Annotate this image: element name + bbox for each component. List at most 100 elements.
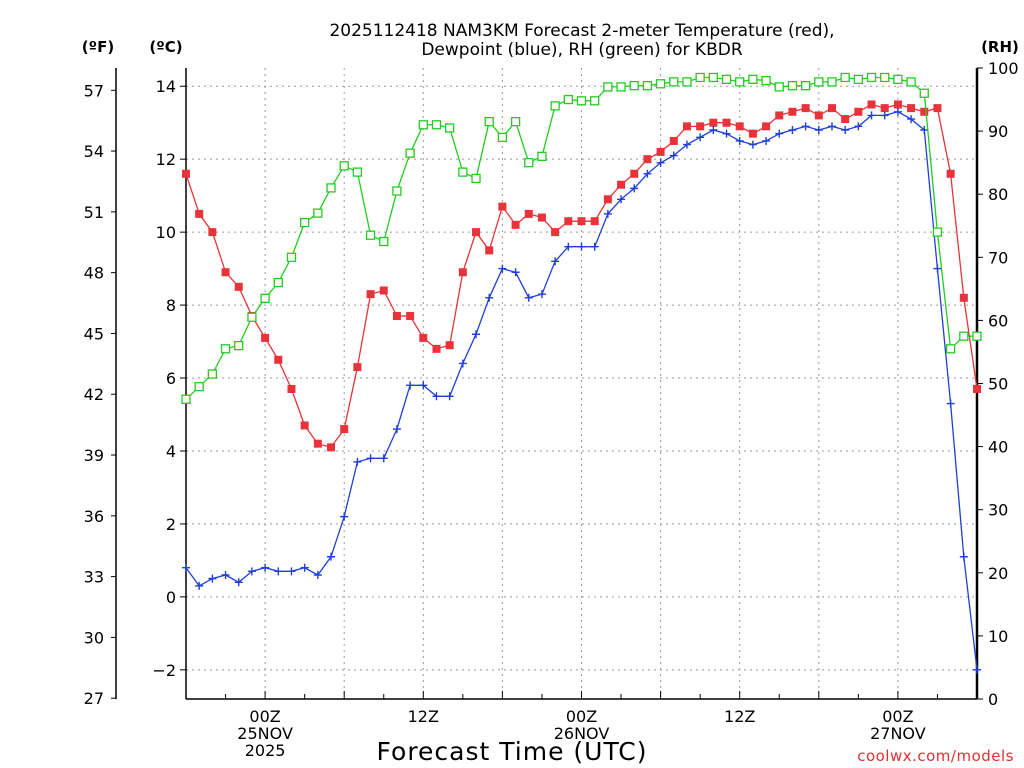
dewpoint-point bbox=[841, 126, 850, 135]
temperature-point bbox=[933, 104, 942, 113]
dewpoint-point bbox=[327, 552, 336, 561]
temperature-point bbox=[617, 180, 626, 189]
celsius-tick-label: 2 bbox=[166, 515, 176, 534]
time-tick-label: 00Z bbox=[249, 707, 280, 726]
celsius-tick-label: 10 bbox=[156, 223, 176, 242]
rh-tick-label: 100 bbox=[988, 59, 1019, 78]
rh-point bbox=[550, 101, 560, 111]
dewpoint-point bbox=[933, 264, 942, 273]
dewpoint-point bbox=[445, 392, 454, 401]
rh-point bbox=[959, 331, 969, 341]
time-tick-label: 26NOV bbox=[554, 724, 610, 743]
temperature-point bbox=[195, 209, 204, 218]
dewpoint-point bbox=[300, 563, 309, 572]
rh-point bbox=[972, 331, 982, 341]
temperature-point bbox=[603, 195, 612, 204]
fahrenheit-tick-label: 48 bbox=[84, 264, 104, 283]
temperature-point bbox=[656, 147, 665, 156]
dewpoint-point bbox=[274, 567, 283, 576]
dewpoint-point bbox=[511, 268, 520, 277]
x-axis-label: Forecast Time (UTC) bbox=[377, 737, 648, 766]
dewpoint-point bbox=[221, 570, 230, 579]
dewpoint-point bbox=[577, 242, 586, 251]
celsius-tick-label: 8 bbox=[166, 296, 176, 315]
rh-point bbox=[497, 132, 508, 143]
temperature-point bbox=[485, 246, 494, 255]
dewpoint-point bbox=[406, 381, 415, 390]
rh-point bbox=[220, 344, 231, 354]
temperature-point bbox=[841, 115, 850, 124]
fahrenheit-tick-label: 42 bbox=[84, 385, 104, 404]
rh-point bbox=[286, 252, 297, 262]
dewpoint-point bbox=[261, 563, 270, 572]
fahrenheit-tick-label: 30 bbox=[84, 628, 104, 647]
celsius-axis-unit-label: (ºC) bbox=[149, 38, 182, 56]
dewpoint-point bbox=[788, 126, 797, 135]
rh-point bbox=[880, 72, 890, 83]
dewpoint-point bbox=[920, 126, 929, 135]
dewpoint-point bbox=[590, 242, 599, 251]
rh-point bbox=[827, 77, 837, 87]
rh-point bbox=[735, 77, 745, 87]
dewpoint-point bbox=[432, 392, 441, 401]
dewpoint-point bbox=[313, 570, 322, 579]
rh-tick-label: 20 bbox=[988, 564, 1008, 583]
temperature-point bbox=[313, 439, 322, 448]
temperature-point bbox=[234, 282, 243, 291]
temperature-point bbox=[524, 209, 533, 218]
temperature-point bbox=[419, 333, 428, 342]
temperature-point bbox=[472, 228, 481, 237]
temperature-point bbox=[827, 104, 836, 113]
rh-point bbox=[695, 72, 705, 83]
dewpoint-point bbox=[696, 133, 705, 142]
temperature-point bbox=[366, 290, 375, 299]
rh-point bbox=[445, 123, 455, 133]
temperature-point bbox=[261, 333, 270, 342]
temperature-point bbox=[630, 169, 639, 178]
rh-tick-label: 80 bbox=[988, 185, 1008, 204]
dewpoint-point bbox=[814, 126, 823, 135]
temperature-point bbox=[880, 104, 889, 113]
dewpoint-point bbox=[682, 140, 691, 149]
rh-point bbox=[471, 173, 481, 184]
dewpoint-point bbox=[340, 512, 349, 521]
dewpoint-point bbox=[973, 665, 981, 674]
temperature-point bbox=[643, 155, 652, 164]
temperature-point bbox=[973, 384, 981, 393]
temperature-point bbox=[406, 312, 415, 321]
rh-point bbox=[590, 96, 600, 106]
temperature-point bbox=[300, 421, 309, 430]
rh-point bbox=[616, 82, 626, 92]
time-tick-label: 12Z bbox=[408, 707, 439, 726]
rh-point bbox=[418, 120, 428, 130]
rh-point bbox=[524, 157, 534, 168]
temperature-point bbox=[577, 217, 586, 226]
rh-point bbox=[866, 72, 877, 83]
temperature-point bbox=[669, 136, 678, 145]
rh-point bbox=[853, 74, 863, 85]
temperature-point bbox=[959, 293, 968, 302]
chart-title-line-1: 2025112418 NAM3KM Forecast 2-meter Tempe… bbox=[329, 21, 834, 41]
rh-tick-label: 90 bbox=[988, 122, 1008, 141]
temperature-point bbox=[498, 202, 507, 211]
rh-point bbox=[932, 227, 943, 237]
temperature-point bbox=[946, 169, 955, 178]
dewpoint-point bbox=[867, 111, 876, 120]
rh-axis-unit-label: (RH) bbox=[981, 38, 1019, 56]
dewpoint-point bbox=[709, 126, 718, 135]
fahrenheit-axis-unit-label: (ºF) bbox=[82, 38, 114, 56]
rh-series bbox=[181, 72, 982, 404]
dewpoint-point bbox=[748, 140, 757, 149]
rh-point bbox=[906, 77, 916, 87]
rh-point bbox=[669, 77, 679, 87]
dewpoint-point bbox=[854, 122, 863, 131]
rh-point bbox=[603, 82, 613, 92]
rh-point bbox=[431, 120, 442, 130]
rh-point bbox=[537, 151, 547, 161]
dewpoint-point bbox=[643, 169, 652, 178]
temperature-point bbox=[709, 118, 718, 127]
fahrenheit-tick-label: 57 bbox=[84, 81, 104, 100]
dewpoint-point bbox=[379, 454, 388, 463]
rh-point bbox=[682, 77, 692, 87]
rh-point bbox=[207, 369, 218, 379]
